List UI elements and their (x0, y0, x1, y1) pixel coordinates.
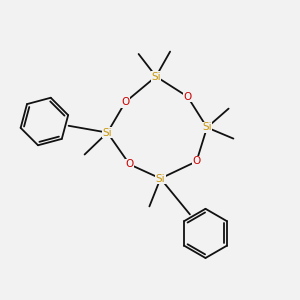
Text: Si: Si (202, 122, 212, 133)
Text: O: O (125, 159, 134, 170)
Text: O: O (121, 97, 130, 107)
Text: Si: Si (103, 128, 112, 138)
Text: O: O (183, 92, 192, 102)
Text: Si: Si (156, 173, 165, 184)
Text: Si: Si (151, 71, 161, 82)
Text: O: O (192, 156, 201, 167)
